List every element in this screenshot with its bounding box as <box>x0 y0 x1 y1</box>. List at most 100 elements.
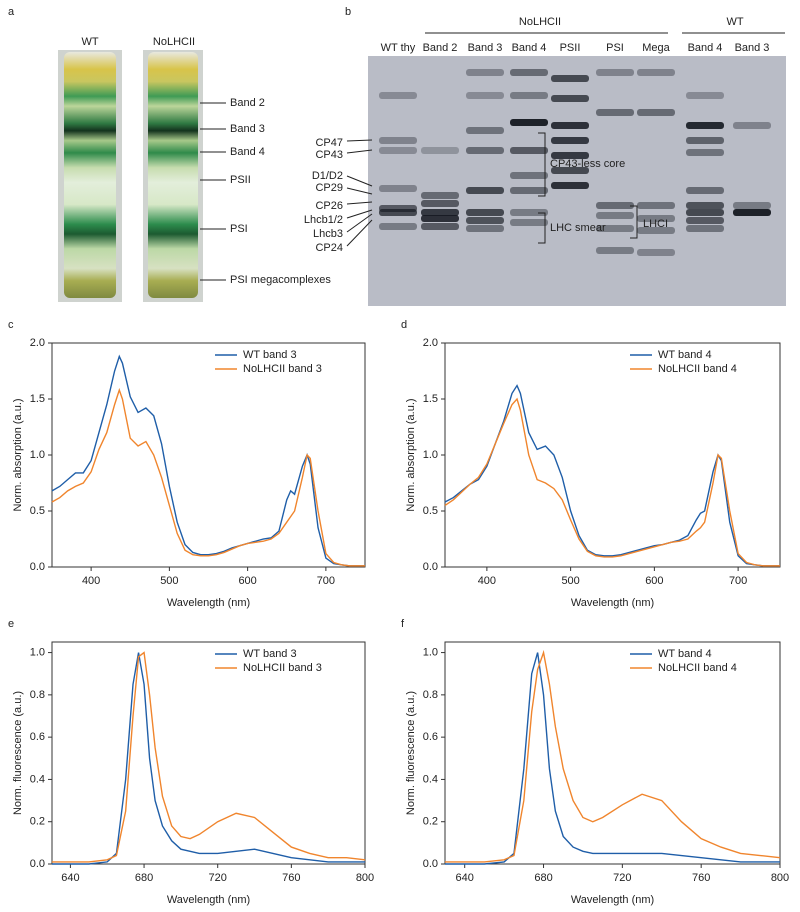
protein-label: D1/D2 <box>312 170 343 182</box>
gel-band <box>686 187 724 194</box>
x-tick-label: 640 <box>456 872 474 884</box>
series-line <box>52 651 366 863</box>
protein-label: Lhcb1/2 <box>304 214 343 226</box>
y-tick-label: 0.4 <box>30 773 45 785</box>
legend-label: WT band 3 <box>243 349 297 361</box>
protein-label: CP26 <box>315 200 343 212</box>
gel-band <box>379 185 417 192</box>
y-tick-label: 0.0 <box>423 858 438 870</box>
band-label: PSI megacomplexes <box>230 274 331 286</box>
gel-band <box>733 209 771 216</box>
y-tick-label: 1.5 <box>423 393 438 405</box>
gel-band <box>421 209 459 216</box>
gel-band <box>686 137 724 144</box>
x-tick-label: 800 <box>356 872 374 884</box>
plot-frame <box>444 641 781 865</box>
protein-label: CP47 <box>315 137 343 149</box>
y-tick-label: 1.0 <box>30 449 45 461</box>
y-axis-label: Norm. fluorescence (a.u.) <box>405 691 417 815</box>
gel-band <box>510 219 548 226</box>
lane-label: Band 4 <box>688 42 723 54</box>
gel-band <box>596 202 634 209</box>
legend-label: WT band 4 <box>658 349 712 361</box>
gel-band <box>637 202 675 209</box>
lane-label: PSII <box>560 42 581 54</box>
x-axis-label: Wavelength (nm) <box>571 597 654 609</box>
x-axis-label: Wavelength (nm) <box>167 597 250 609</box>
legend-label: NoLHCII band 3 <box>243 662 322 674</box>
y-tick-label: 0.6 <box>423 731 438 743</box>
band-lines <box>200 102 226 281</box>
y-tick-label: 2.0 <box>30 337 45 349</box>
panel-letter: c <box>8 319 14 331</box>
tube-label: WT <box>81 36 98 48</box>
legend-label: WT band 3 <box>243 648 297 660</box>
y-tick-label: 0.8 <box>30 689 45 701</box>
x-axis-label: Wavelength (nm) <box>571 894 654 906</box>
x-axis-label: Wavelength (nm) <box>167 894 250 906</box>
gel-band <box>686 202 724 209</box>
y-axis-label: Norm. absorption (a.u.) <box>405 398 417 511</box>
x-tick-label: 680 <box>135 872 153 884</box>
panel-letter: b <box>345 6 351 18</box>
group-label: WT <box>726 16 743 28</box>
gel-band <box>596 212 634 219</box>
legend-label: NoLHCII band 4 <box>658 363 737 375</box>
plot-frame <box>51 342 366 568</box>
gel-band <box>421 215 459 222</box>
gel-band <box>510 92 548 99</box>
gel-band <box>510 209 548 216</box>
lane-label: Band 4 <box>512 42 547 54</box>
gel-annotation: LHCI <box>643 218 668 230</box>
gel-band <box>379 147 417 154</box>
gel-band <box>379 209 417 216</box>
y-tick-label: 0.0 <box>423 561 438 573</box>
panel-letter: d <box>401 319 407 331</box>
x-tick-label: 400 <box>82 575 100 587</box>
gel-band <box>510 172 548 179</box>
gel-annotation: CP43-less core <box>550 158 625 170</box>
x-tick-label: 720 <box>209 872 227 884</box>
gel-band <box>466 127 504 134</box>
gel-band <box>421 192 459 199</box>
series-line <box>51 387 365 567</box>
series-line <box>444 384 780 567</box>
plot-frame <box>444 342 781 568</box>
gel-band <box>379 137 417 144</box>
gel-band <box>421 200 459 207</box>
y-tick-label: 0.5 <box>423 505 438 517</box>
gel-band <box>686 217 724 224</box>
gel-band <box>551 122 589 129</box>
y-tick-label: 0.6 <box>30 731 45 743</box>
y-tick-label: 1.0 <box>30 646 45 658</box>
x-tick-label: 680 <box>534 872 552 884</box>
gel-band <box>686 225 724 232</box>
band-label: Band 4 <box>230 146 265 158</box>
y-axis-label: Norm. absorption (a.u.) <box>12 398 24 511</box>
gel-band <box>637 227 675 234</box>
band-label: PSII <box>230 174 251 186</box>
x-tick-label: 500 <box>561 575 579 587</box>
gel-band <box>466 147 504 154</box>
gel-band <box>551 137 589 144</box>
protein-label: Lhcb3 <box>313 228 343 240</box>
gel-band <box>466 187 504 194</box>
x-tick-label: 640 <box>61 872 79 884</box>
lane-label: WT thy <box>381 42 416 54</box>
series-line <box>445 649 781 863</box>
y-tick-label: 0.8 <box>423 689 438 701</box>
gel-band <box>466 209 504 216</box>
gel-band <box>466 225 504 232</box>
gel-band <box>421 223 459 230</box>
gel-band <box>596 225 634 232</box>
gel-band <box>551 75 589 82</box>
x-tick-label: 720 <box>613 872 631 884</box>
gel-band <box>733 122 771 129</box>
x-tick-label: 600 <box>645 575 663 587</box>
gel-band <box>637 215 675 222</box>
tube <box>64 52 116 298</box>
x-tick-label: 400 <box>478 575 496 587</box>
protein-label: CP24 <box>315 242 343 254</box>
tube <box>148 52 198 298</box>
gel-band <box>421 147 459 154</box>
